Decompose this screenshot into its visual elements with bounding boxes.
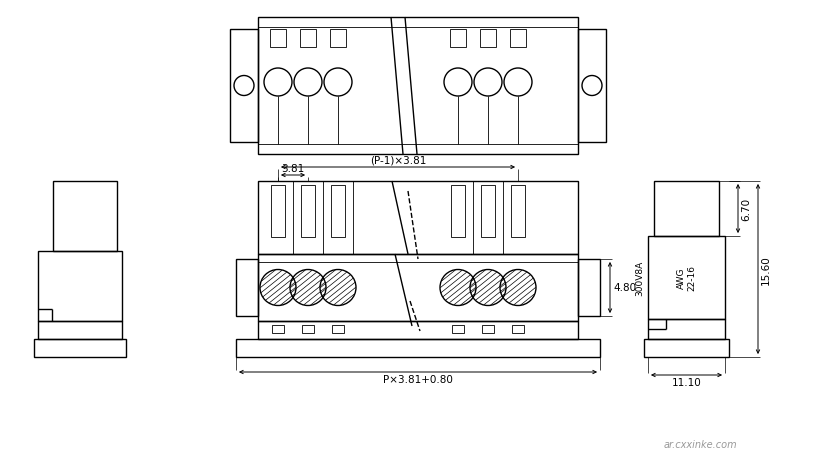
Bar: [301, 186, 315, 238]
Bar: [270, 30, 286, 48]
Text: 15.60: 15.60: [761, 255, 771, 284]
Bar: [644, 339, 729, 357]
Bar: [236, 339, 600, 357]
Bar: [452, 325, 464, 333]
Bar: [510, 30, 526, 48]
Text: P×3.81+0.80: P×3.81+0.80: [383, 374, 453, 384]
Bar: [331, 186, 345, 238]
Bar: [578, 259, 600, 317]
Bar: [258, 182, 578, 255]
Bar: [230, 30, 258, 143]
Bar: [302, 325, 314, 333]
Bar: [511, 186, 525, 238]
Bar: [450, 30, 466, 48]
Text: 6.70: 6.70: [741, 198, 751, 220]
Bar: [482, 325, 494, 333]
Text: 3.81: 3.81: [282, 164, 304, 174]
Bar: [332, 325, 344, 333]
Bar: [300, 30, 316, 48]
Bar: [648, 237, 725, 319]
Bar: [272, 325, 284, 333]
Text: 4.80: 4.80: [613, 283, 636, 293]
Bar: [481, 186, 495, 238]
Bar: [236, 259, 258, 317]
Bar: [480, 30, 496, 48]
Bar: [34, 339, 126, 357]
Bar: [578, 30, 606, 143]
Bar: [654, 182, 719, 237]
Bar: [258, 18, 578, 155]
Bar: [258, 321, 578, 339]
Bar: [38, 321, 122, 339]
Bar: [512, 325, 524, 333]
Bar: [258, 255, 578, 321]
Bar: [53, 182, 117, 251]
Text: 11.10: 11.10: [671, 377, 701, 387]
Bar: [451, 186, 465, 238]
Bar: [330, 30, 346, 48]
Text: ar.cxxinke.com: ar.cxxinke.com: [663, 439, 737, 449]
Bar: [648, 319, 725, 339]
Text: 300V8A: 300V8A: [635, 260, 645, 296]
Bar: [271, 186, 285, 238]
Text: AWG
22-16: AWG 22-16: [677, 265, 696, 291]
Text: (P-1)×3.81: (P-1)×3.81: [370, 156, 426, 166]
Bar: [38, 251, 122, 321]
